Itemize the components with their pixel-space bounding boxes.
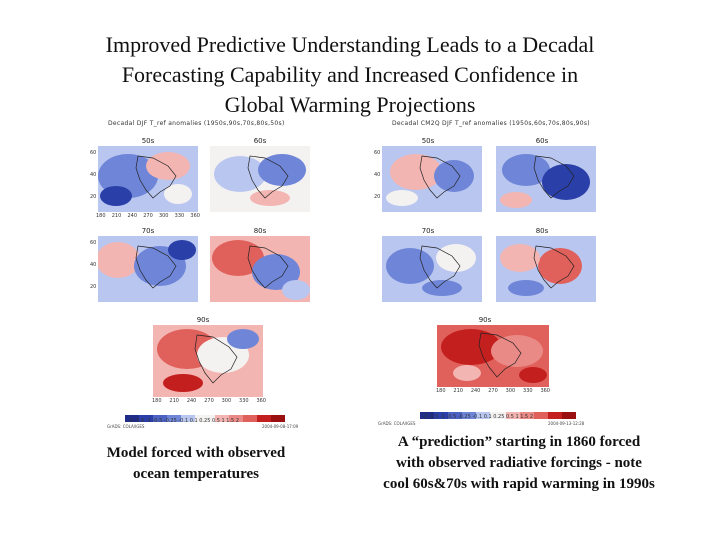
left-xticks-row1: 180 210 240 270 300 330 360 <box>96 213 200 219</box>
left-xtick: 270 <box>143 213 153 219</box>
right-timestamp: 2004-09-13-12:28 <box>548 421 585 426</box>
left-ytick-20-r2: 20 <box>90 284 97 290</box>
right-xtick: 240 <box>470 388 481 394</box>
left-caption-line-2: ocean temperatures <box>133 466 259 482</box>
right-caption-line-1: A “prediction” starting in 1860 forced <box>397 434 641 450</box>
left-ytick-60: 60 <box>90 150 97 156</box>
right-map-70s <box>382 236 482 302</box>
right-xtick: 360 <box>540 388 550 394</box>
right-colorbar <box>420 406 576 419</box>
left-xtick: 180 <box>96 213 106 219</box>
left-ytick-40-r2: 40 <box>90 262 97 268</box>
right-xtick: 210 <box>453 388 463 394</box>
left-xtick: 210 <box>169 398 179 404</box>
right-panel-90s-label: 90s <box>478 316 492 324</box>
right-ytick-40: 40 <box>374 172 381 178</box>
left-map-70s <box>98 236 198 302</box>
left-xtick: 360 <box>190 213 200 219</box>
title-line-2: Forecasting Capability and Increased Con… <box>121 62 579 87</box>
left-panel-50s-label: 50s <box>141 137 155 145</box>
left-ytick-60-r2: 60 <box>90 240 97 246</box>
right-xtick: 270 <box>488 388 498 394</box>
left-xtick: 330 <box>174 213 185 219</box>
left-panel-70s-label: 70s <box>141 227 155 235</box>
left-xtick: 300 <box>221 398 232 404</box>
left-xtick: 180 <box>152 398 162 404</box>
left-credit: GrADS: COLA/IGES <box>107 424 145 429</box>
left-map-80s <box>210 236 310 302</box>
left-map-90s <box>153 325 263 397</box>
right-map-50s <box>382 146 482 212</box>
right-panel-50s-label: 50s <box>421 137 435 145</box>
left-colorbar-labels: -2 -1.5 -1 -0.5 -0.25 -0.1 0.1 0.25 0.5 … <box>128 418 240 424</box>
right-caption-line-2: with observed radiative forcings - note <box>396 455 642 471</box>
right-figure-header: Decadal CM2Q DJF T_ref anomalies (1950s,… <box>392 120 590 127</box>
right-xticks-row3: 180 210 240 270 300 330 360 <box>436 388 550 394</box>
left-xtick: 240 <box>186 398 197 404</box>
right-map-60s <box>496 146 596 212</box>
left-ytick-20: 20 <box>90 194 97 200</box>
left-xtick: 330 <box>239 398 249 404</box>
title-line-1: Improved Predictive Understanding Leads … <box>105 32 595 57</box>
left-colorbar <box>125 409 285 422</box>
right-credit: GrADS: COLA/IGES <box>378 421 416 426</box>
right-ytick-60: 60 <box>374 150 381 156</box>
right-colorbar-labels: -2 -1.5 -1 -0.5 -0.25 -0.1 0.1 0.25 0.5 … <box>422 414 534 420</box>
left-xtick: 270 <box>204 398 214 404</box>
right-panel-70s-label: 70s <box>421 227 435 235</box>
right-xtick: 180 <box>436 388 446 394</box>
title-line-3: Global Warming Projections <box>224 92 476 117</box>
left-map-60s <box>210 146 310 212</box>
left-panel-80s-label: 80s <box>253 227 267 235</box>
left-caption: Model forced with observed ocean tempera… <box>78 443 314 485</box>
left-xtick: 360 <box>256 398 266 404</box>
left-xtick: 210 <box>111 213 122 219</box>
right-map-90s <box>437 325 549 387</box>
right-ytick-20: 20 <box>374 194 381 200</box>
left-panel-90s-label: 90s <box>196 316 210 324</box>
left-panel-60s-label: 60s <box>253 137 267 145</box>
right-xtick: 330 <box>523 388 533 394</box>
right-panel-80s-label: 80s <box>535 227 549 235</box>
left-caption-line-1: Model forced with observed <box>106 445 286 461</box>
left-figure-header: Decadal DJF T_ref anomalies (1950s,90s,7… <box>108 120 285 127</box>
right-caption: A “prediction” starting in 1860 forced w… <box>346 432 692 495</box>
left-map-50s <box>98 146 198 212</box>
left-xtick: 300 <box>158 213 169 219</box>
right-panel-60s-label: 60s <box>535 137 549 145</box>
left-xticks-row3: 180 210 240 270 300 330 360 <box>152 398 266 404</box>
right-map-80s <box>496 236 596 302</box>
left-timestamp: 2004-09-08-17:09 <box>262 424 299 429</box>
right-caption-line-3: cool 60s&70s with rapid warming in 1990s <box>383 476 655 492</box>
left-xtick: 240 <box>127 213 138 219</box>
right-xtick: 300 <box>505 388 516 394</box>
left-ytick-40: 40 <box>90 172 97 178</box>
